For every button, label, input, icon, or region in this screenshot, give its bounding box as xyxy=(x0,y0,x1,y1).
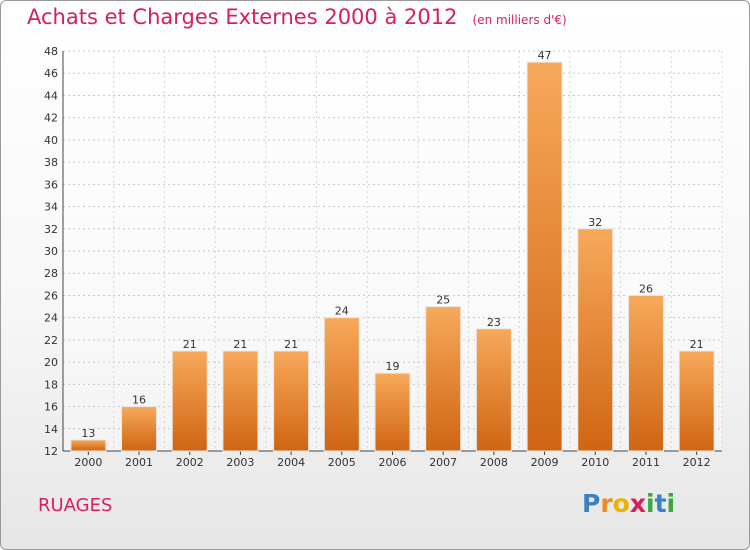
x-tick-label: 2012 xyxy=(683,456,711,469)
bar-2001 xyxy=(121,406,158,452)
y-tick-label: 22 xyxy=(44,334,58,347)
y-tick-label: 32 xyxy=(44,223,58,236)
y-tick-label: 46 xyxy=(44,67,58,80)
logo-letter: t xyxy=(654,489,667,518)
logo-letter: i xyxy=(666,489,676,518)
bars xyxy=(70,61,715,452)
x-tick-label: 2004 xyxy=(277,456,305,469)
labels: 12 14 16 18 20 22 24 26 28 30 32 34 36 38 40 42 44 46 48 13… xyxy=(44,45,711,469)
logo-letter: P xyxy=(582,489,601,518)
data-label-2005: 24 xyxy=(335,305,349,318)
bar-2004 xyxy=(273,350,310,452)
data-label-2012: 21 xyxy=(690,338,704,351)
y-tick-label: 24 xyxy=(44,312,58,325)
y-tick-label: 48 xyxy=(44,45,58,58)
data-label-2010: 32 xyxy=(588,216,602,229)
x-tick-label: 2000 xyxy=(74,456,102,469)
logo-letter: r xyxy=(600,489,613,518)
x-tick-label: 2003 xyxy=(226,456,254,469)
y-tick-label: 18 xyxy=(44,378,58,391)
data-label-2000: 13 xyxy=(81,427,95,440)
data-label-2009: 47 xyxy=(538,49,552,62)
x-tick-label: 2008 xyxy=(480,456,508,469)
y-tick-label: 26 xyxy=(44,289,58,302)
commune-name: RUAGES xyxy=(38,495,113,516)
y-tick-label: 44 xyxy=(44,89,58,102)
data-label-2001: 16 xyxy=(132,394,146,407)
x-tick-label: 2007 xyxy=(429,456,457,469)
bar-2006 xyxy=(374,372,411,452)
y-tick-label: 42 xyxy=(44,112,58,125)
y-tick-label: 38 xyxy=(44,156,58,169)
chart-subtitle: (en milliers d'€) xyxy=(472,13,567,27)
x-tick-label: 2009 xyxy=(531,456,559,469)
data-label-2007: 25 xyxy=(436,294,450,307)
y-tick-label: 20 xyxy=(44,356,58,369)
logo-letter: x xyxy=(629,489,646,518)
data-label-2004: 21 xyxy=(284,338,298,351)
data-label-2006: 19 xyxy=(386,360,400,373)
y-tick-label: 12 xyxy=(44,445,58,458)
logo-letter: o xyxy=(612,489,630,518)
chart-title-block: Achats et Charges Externes 2000 à 2012 (… xyxy=(27,5,567,29)
bar-2010 xyxy=(577,228,614,452)
data-label-2008: 23 xyxy=(487,316,501,329)
y-tick-label: 28 xyxy=(44,267,58,280)
y-tick-label: 36 xyxy=(44,178,58,191)
y-tick-label: 16 xyxy=(44,401,58,414)
data-label-2002: 21 xyxy=(183,338,197,351)
bar-2008 xyxy=(475,328,512,452)
proxiti-logo: Proxiti xyxy=(582,489,675,518)
data-label-2003: 21 xyxy=(233,338,247,351)
bar-2011 xyxy=(627,294,664,452)
data-label-2011: 26 xyxy=(639,282,653,295)
y-tick-label: 34 xyxy=(44,201,58,214)
bar-2005 xyxy=(323,317,360,452)
x-tick-label: 2006 xyxy=(379,456,407,469)
logo-letter: i xyxy=(646,489,655,518)
bar-2003 xyxy=(222,350,259,452)
bar-2009 xyxy=(526,61,563,452)
bar-2002 xyxy=(171,350,208,452)
y-tick-label: 14 xyxy=(44,423,58,436)
x-tick-label: 2002 xyxy=(176,456,204,469)
chart-title: Achats et Charges Externes 2000 à 2012 xyxy=(27,5,458,29)
x-tick-label: 2011 xyxy=(632,456,660,469)
x-tick-label: 2010 xyxy=(581,456,609,469)
y-tick-label: 30 xyxy=(44,245,58,258)
x-tick-label: 2005 xyxy=(328,456,356,469)
bar-2000 xyxy=(70,439,107,452)
y-tick-label: 40 xyxy=(44,134,58,147)
bar-2012 xyxy=(678,350,715,452)
x-tick-label: 2001 xyxy=(125,456,153,469)
bar-2007 xyxy=(425,306,462,452)
